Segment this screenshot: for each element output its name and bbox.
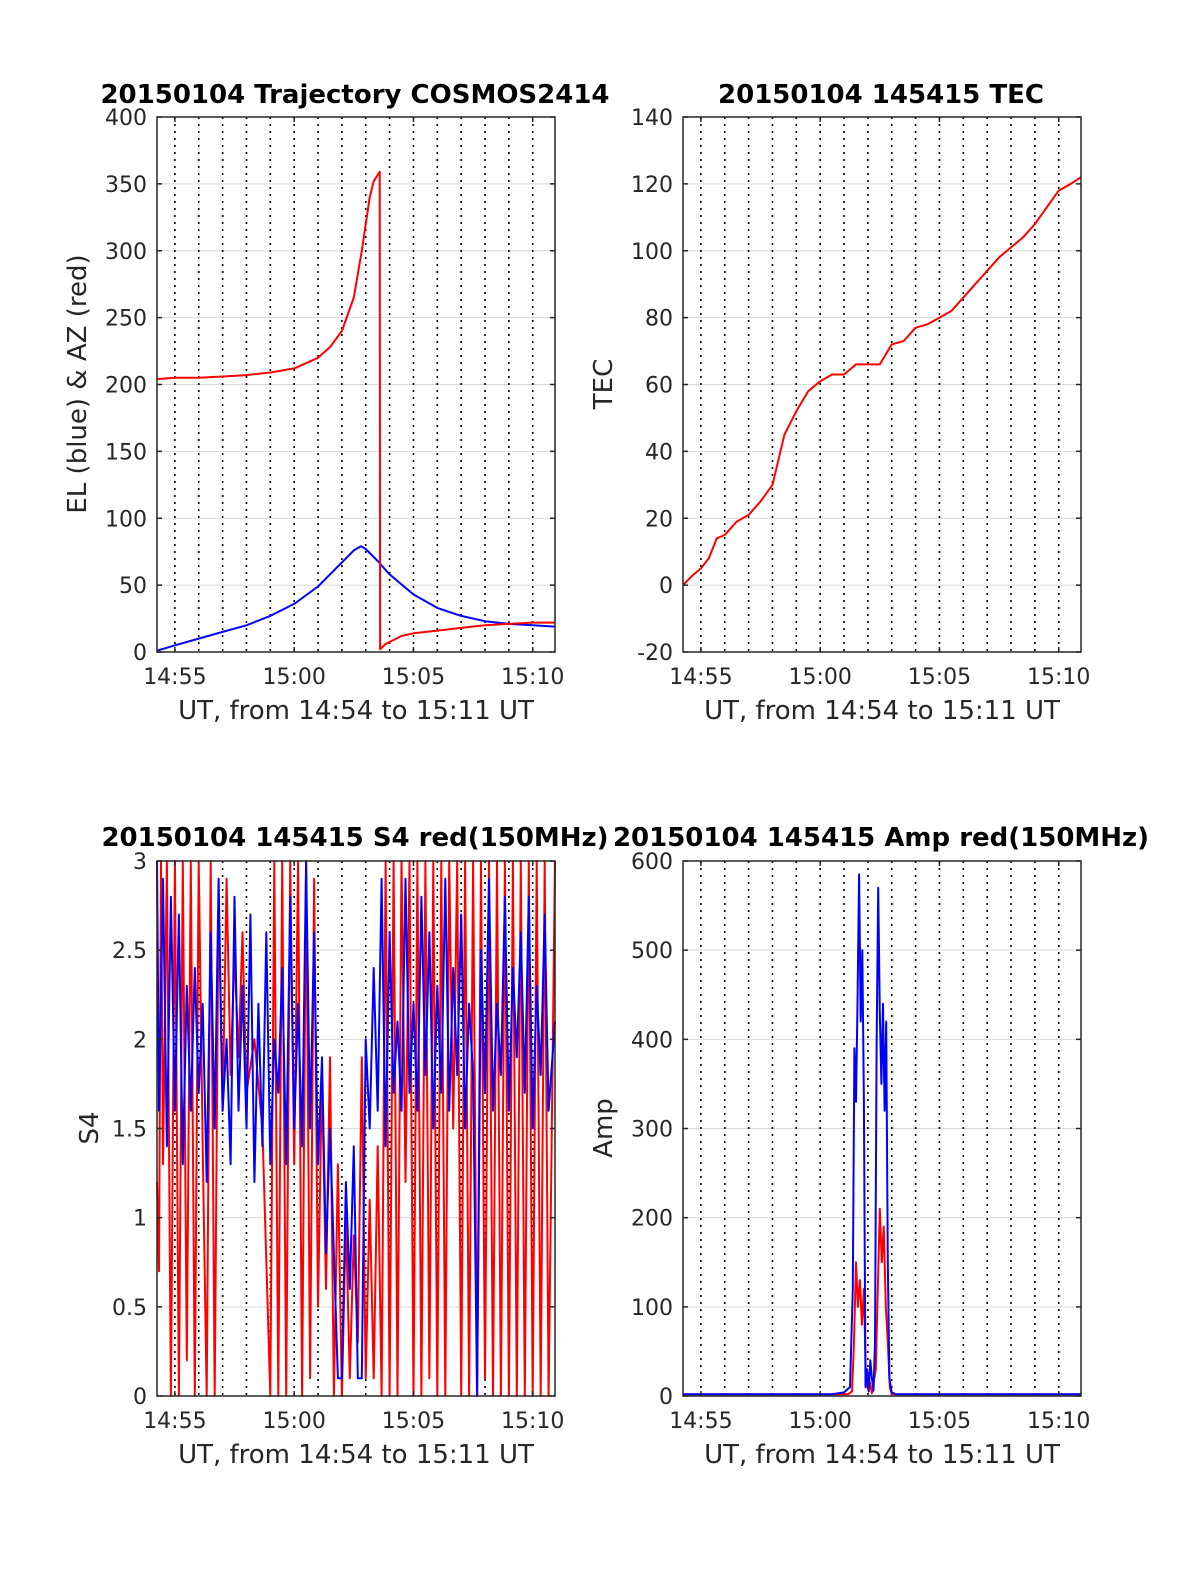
panel-amp: 14:55 15:00 15:05 15:10 0 100 200 300 400 500 600…	[589, 850, 1090, 1470]
y-tick-labels: 0 50 100 150 200 250 300 350 400	[105, 106, 147, 666]
x-tick-labels: 14:55 15:00 15:05 15:10	[143, 665, 564, 690]
y-tick-labels: -20 0 20 40 60 80 100 120 140	[631, 106, 673, 666]
y-tick-label: 0	[133, 1385, 147, 1410]
y-tick-label: 140	[631, 106, 673, 131]
x-tick-label: 14:55	[143, 665, 206, 690]
x-tick-labels: 14:55 15:00 15:05 15:10	[143, 1409, 564, 1434]
y-tick-label: 200	[105, 374, 147, 399]
blue-series-line	[156, 860, 556, 1397]
y-tick-label: 350	[105, 173, 147, 198]
y-tick-label: 500	[631, 939, 673, 964]
y-axis-label: TEC	[589, 359, 619, 410]
x-axis-label: UT, from 14:54 to 15:11 UT	[704, 696, 1060, 726]
y-tick-label: 1	[133, 1207, 147, 1232]
blue-series-line	[683, 873, 1081, 1396]
gridlines	[683, 116, 1081, 653]
x-tick-label: 14:55	[669, 1409, 732, 1434]
x-tick-label: 15:05	[908, 1409, 971, 1434]
x-tick-label: 15:10	[501, 665, 564, 690]
panel-tec: 20150104 145415 TEC 14:55 15:00 15:05 15:10…	[589, 80, 1090, 726]
x-tick-label: 15:10	[1027, 1409, 1090, 1434]
y-tick-label: 100	[105, 507, 147, 532]
panel-title: 20150104 145415 Amp red(150MHz)	[613, 823, 1149, 853]
panel-s4: 14:55 15:00 15:05 15:10 0 0.5 1 1.5 2 2.5 3 UT, f…	[75, 850, 564, 1470]
x-tick-label: 15:00	[262, 665, 325, 690]
x-tick-label: 15:10	[501, 1409, 564, 1434]
y-tick-label: 100	[631, 1296, 673, 1321]
y-tick-label: 1.5	[112, 1118, 147, 1143]
y-tick-label: 2.5	[112, 939, 147, 964]
y-tick-label: 20	[645, 507, 673, 532]
y-tick-label: 300	[631, 1118, 673, 1143]
tick-marks	[683, 116, 1081, 653]
x-tick-label: 15:00	[262, 1409, 325, 1434]
gridlines	[157, 116, 555, 653]
x-tick-label: 15:05	[382, 1409, 445, 1434]
y-tick-label: 250	[105, 307, 147, 332]
x-tick-label: 14:55	[143, 1409, 206, 1434]
y-tick-label: 600	[631, 850, 673, 875]
x-tick-label: 15:00	[788, 1409, 851, 1434]
y-tick-label: 300	[105, 240, 147, 265]
panel-trajectory: 20150104 Trajectory COSMOS2414 14:55 15:0…	[63, 80, 610, 726]
y-tick-labels: 0 0.5 1 1.5 2 2.5 3	[112, 850, 147, 1410]
series-lines	[683, 873, 1081, 1396]
x-axis-label: UT, from 14:54 to 15:11 UT	[704, 1440, 1060, 1470]
y-tick-label: 3	[133, 850, 147, 875]
x-tick-labels: 14:55 15:00 15:05 15:10	[669, 665, 1090, 690]
tick-marks	[157, 860, 555, 1397]
y-tick-label: 0.5	[112, 1296, 147, 1321]
y-axis-label: EL (blue) & AZ (red)	[63, 254, 93, 513]
y-tick-label: 100	[631, 240, 673, 265]
y-tick-label: 0	[659, 574, 673, 599]
x-tick-label: 15:05	[382, 665, 445, 690]
red-series-line	[156, 170, 555, 651]
y-tick-label: 150	[105, 440, 147, 465]
y-tick-label: 200	[631, 1207, 673, 1232]
y-tick-label: 50	[119, 574, 147, 599]
y-tick-labels: 0 100 200 300 400 500 600	[631, 850, 673, 1410]
tick-marks	[157, 116, 555, 653]
y-tick-label: 400	[631, 1028, 673, 1053]
y-tick-label: -20	[637, 641, 673, 666]
blue-series-line	[156, 545, 556, 652]
tick-marks	[683, 860, 1081, 1397]
red-series-line	[682, 176, 1082, 586]
y-tick-label: 120	[631, 173, 673, 198]
y-tick-label: 60	[645, 374, 673, 399]
panel-title: 20150104 145415 TEC	[718, 80, 1044, 110]
x-tick-label: 15:05	[908, 665, 971, 690]
y-axis-label: S4	[75, 1111, 105, 1144]
panel-title: 20150104 Trajectory COSMOS2414	[100, 80, 609, 110]
series-lines	[682, 176, 1082, 586]
y-tick-label: 0	[659, 1385, 673, 1410]
series-lines	[156, 170, 556, 652]
y-tick-label: 80	[645, 307, 673, 332]
y-tick-label: 40	[645, 440, 673, 465]
y-tick-label: 400	[105, 106, 147, 131]
y-tick-label: 0	[133, 641, 147, 666]
y-tick-label: 2	[133, 1028, 147, 1053]
panel-title: 20150104 145415 S4 red(150MHz)	[101, 823, 608, 853]
x-tick-label: 15:10	[1027, 665, 1090, 690]
y-axis-label: Amp	[589, 1098, 619, 1158]
x-tick-label: 15:00	[788, 665, 851, 690]
x-tick-labels: 14:55 15:00 15:05 15:10	[669, 1409, 1090, 1434]
series-lines	[156, 860, 556, 1397]
x-tick-label: 14:55	[669, 665, 732, 690]
x-axis-label: UT, from 14:54 to 15:11 UT	[178, 696, 534, 726]
x-axis-label: UT, from 14:54 to 15:11 UT	[178, 1440, 534, 1470]
